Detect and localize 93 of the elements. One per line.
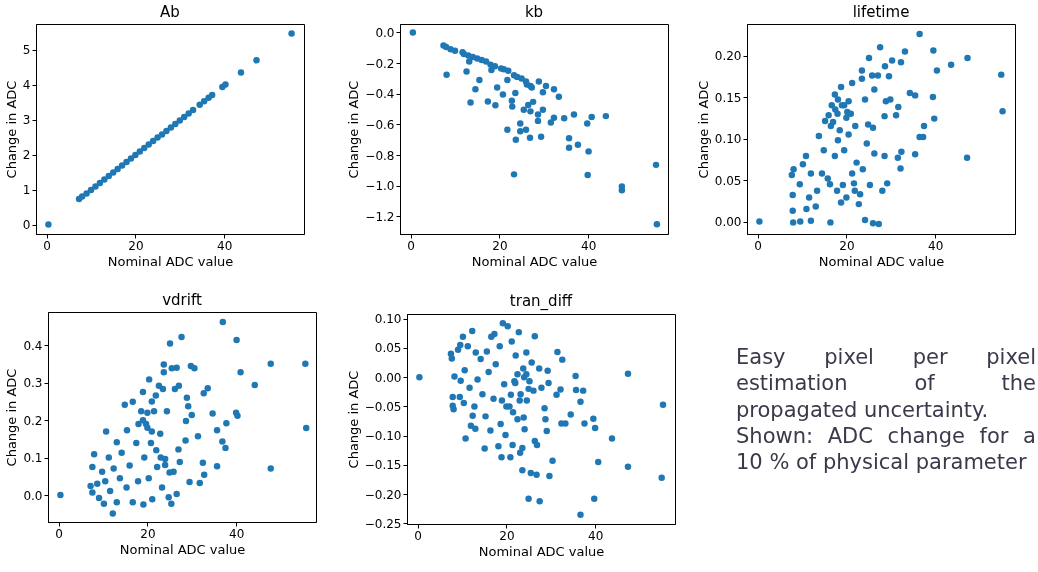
y-tick-label: 0.05 — [714, 173, 742, 188]
point — [118, 162, 126, 169]
point — [208, 91, 216, 99]
y-tick-label: 1 — [22, 183, 31, 198]
point — [132, 151, 139, 159]
y-axis-title: Change in ADC — [3, 80, 19, 179]
point — [101, 176, 108, 183]
x-tick-label: 20 — [492, 238, 508, 253]
y-tick-label: 0.2 — [23, 413, 43, 428]
text: Shown: ADC change for a 10 % of physical parameter — [736, 422, 1036, 476]
y-tick-label: 0.00 — [374, 370, 402, 385]
x-tick-label: 40 — [228, 526, 245, 541]
x-tick-label: 20 — [499, 528, 515, 543]
point — [87, 186, 95, 194]
y-tick-label: −0.6 — [365, 117, 395, 132]
x-tick-label: 40 — [927, 238, 944, 253]
point — [154, 134, 161, 141]
y-tick-label: 0.3 — [23, 376, 43, 391]
x-tick-label: 40 — [587, 528, 604, 543]
point — [167, 124, 175, 131]
point — [176, 117, 183, 124]
x-tick-label: 40 — [216, 238, 233, 253]
y-axis-title: Change in ADC — [345, 370, 361, 469]
y-tick-label: 0.00 — [714, 215, 742, 230]
point — [83, 190, 90, 197]
x-tick-label: 0 — [407, 238, 415, 253]
y-tick-label: −0.15 — [364, 458, 402, 473]
x-tick-label: 20 — [128, 238, 144, 253]
y-tick-label: −0.25 — [364, 516, 402, 531]
y-tick-label: −0.05 — [364, 399, 402, 414]
point — [288, 30, 295, 37]
chart-title: kb — [524, 3, 544, 21]
point — [96, 179, 104, 187]
y-axis-title: Change in ADC — [695, 80, 711, 179]
point — [123, 158, 130, 166]
x-tick-label: 20 — [839, 238, 855, 253]
y-tick-label: −0.20 — [364, 487, 402, 502]
x-axis-title: Nominal ADC value — [107, 253, 234, 269]
point — [136, 148, 144, 155]
y-tick-label: 4 — [22, 78, 31, 93]
y-tick-label: 0.10 — [374, 312, 402, 327]
x-tick-label: 0 — [754, 238, 762, 253]
y-axis-title: Change in ADC — [4, 368, 20, 467]
chart-title: lifetime — [852, 3, 910, 21]
point — [105, 172, 113, 180]
y-tick-label: 2 — [22, 148, 31, 163]
y-tick-label: −1.2 — [365, 209, 395, 224]
y-tick-label: 5 — [22, 43, 31, 58]
y-tick-label: 0.20 — [714, 49, 742, 64]
chart-title: Ab — [160, 3, 180, 21]
y-tick-label: −0.10 — [364, 429, 402, 444]
point — [237, 69, 245, 76]
point — [163, 127, 170, 135]
y-tick-label: 0.0 — [375, 25, 395, 40]
y-tick-label: −0.4 — [365, 87, 395, 102]
x-tick-label: 0 — [414, 528, 422, 543]
y-tick-label: 0.15 — [714, 90, 742, 105]
y-tick-label: 3 — [22, 113, 31, 128]
y-tick-label: 0 — [22, 218, 31, 233]
x-tick-label: 40 — [580, 238, 597, 253]
point — [200, 97, 208, 105]
y-tick-label: 0.0 — [23, 488, 43, 503]
text: Easy pixel per pixel estimation of the propagated uncertainty. — [736, 344, 1036, 423]
chart-title: tran_diff — [509, 291, 573, 311]
x-tick-label: 0 — [55, 526, 63, 541]
point — [45, 221, 52, 228]
x-axis-title: Nominal ADC value — [478, 543, 605, 559]
point — [145, 141, 152, 148]
x-axis-title: Nominal ADC value — [471, 253, 598, 269]
point — [127, 155, 135, 162]
point — [253, 57, 260, 64]
chart-title: vdrift — [162, 291, 202, 309]
point — [185, 110, 192, 117]
point — [114, 165, 121, 173]
y-axis-title: Change in ADC — [346, 80, 362, 179]
point — [149, 137, 157, 145]
point — [141, 144, 148, 152]
y-tick-label: 0.4 — [23, 338, 43, 353]
y-tick-label: 0.10 — [714, 132, 742, 147]
y-tick-label: −0.8 — [365, 148, 395, 163]
y-tick-label: −1.0 — [365, 179, 395, 194]
x-axis-title: Nominal ADC value — [119, 541, 246, 557]
point — [189, 106, 197, 114]
point — [172, 120, 179, 128]
point — [158, 131, 166, 138]
y-tick-label: 0.05 — [374, 341, 402, 356]
point — [180, 113, 188, 121]
y-tick-label: 0.1 — [23, 451, 43, 466]
x-tick-label: 20 — [140, 526, 156, 541]
point — [196, 101, 203, 108]
y-tick-label: −0.2 — [365, 56, 395, 71]
point — [92, 183, 99, 190]
x-axis-title: Nominal ADC value — [818, 253, 945, 269]
